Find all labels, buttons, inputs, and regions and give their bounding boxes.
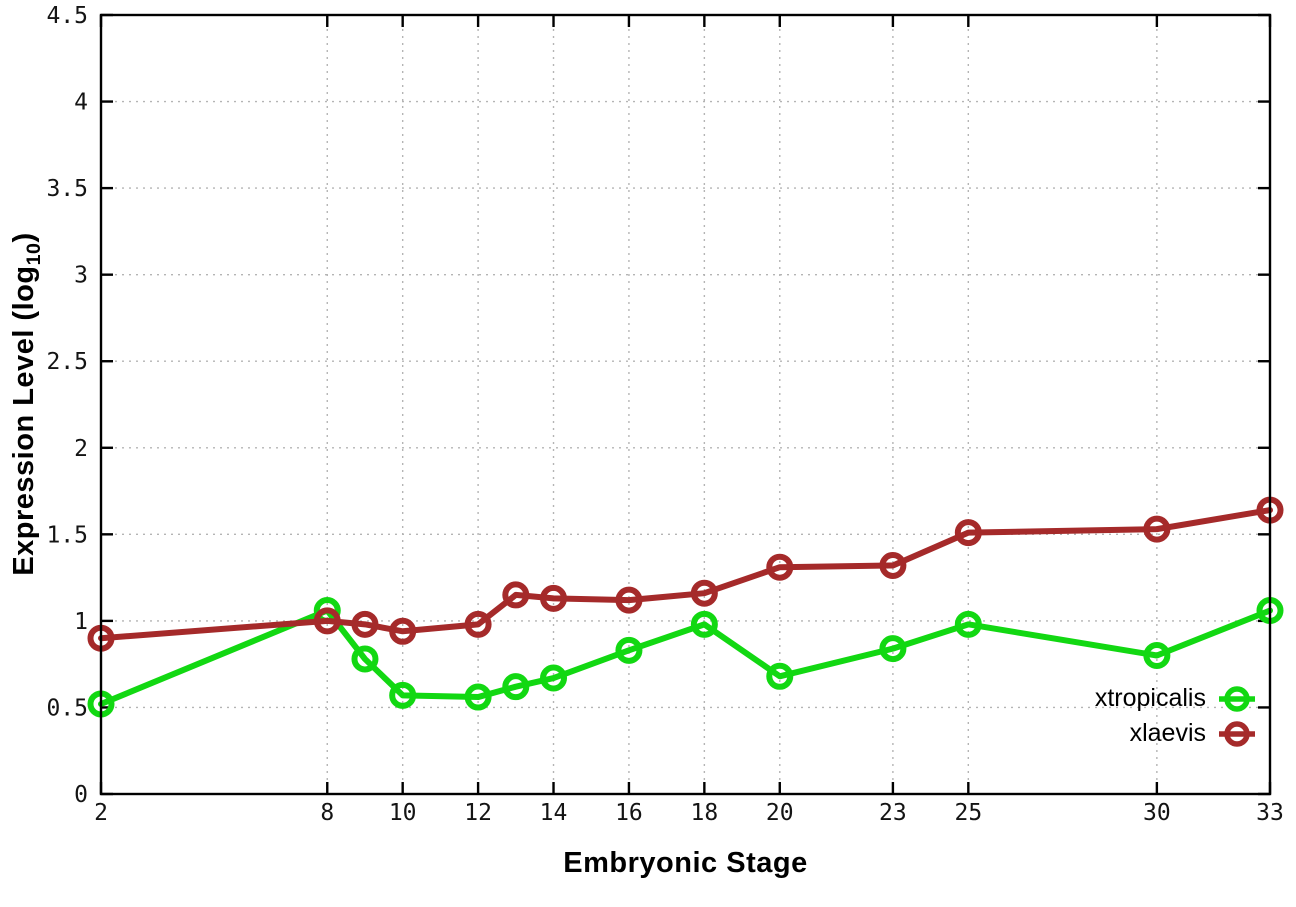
y-axis-title-suffix: ) (8, 232, 41, 243)
data-point-marker (313, 607, 341, 635)
legend-item-xtropicalis: xtropicalis (1095, 681, 1258, 716)
x-tick-label: 33 (1256, 800, 1284, 826)
tick-marks (99, 13, 1272, 796)
data-point-marker (464, 683, 492, 711)
y-tick-label: 3.5 (46, 176, 88, 202)
data-point-marker (766, 553, 794, 581)
y-tick-label: 4.5 (46, 3, 88, 29)
x-tick-label: 2 (94, 800, 108, 826)
data-point-marker (879, 551, 907, 579)
y-axis-title: Expression Level (log10) (8, 232, 46, 575)
x-tick-label: 23 (879, 800, 907, 826)
legend-marker-xlaevis-icon (1219, 720, 1255, 747)
data-point-marker (502, 673, 530, 701)
data-point-marker (954, 610, 982, 638)
x-tick-label: 16 (615, 800, 643, 826)
data-point-marker (502, 581, 530, 609)
series-xlaevis (87, 496, 1284, 652)
y-tick-label: 1 (74, 609, 88, 635)
data-point-marker (615, 636, 643, 664)
legend-item-xlaevis: xlaevis (1095, 716, 1258, 751)
y-tick-label: 2 (74, 436, 88, 462)
data-point-marker (389, 681, 417, 709)
x-tick-label: 8 (320, 800, 334, 826)
x-tick-label: 25 (954, 800, 982, 826)
y-tick-label: 3 (74, 263, 88, 289)
x-tick-label: 10 (389, 800, 417, 826)
tick-labels: 2 8 10 12 14 16 18 20 23 25 30 33 0 0.5 1 1.5 2 2.5 3 3.5 4 4… (46, 3, 1283, 826)
x-tick-label: 18 (691, 800, 719, 826)
legend-label-xtropicalis: xtropicalis (1094, 684, 1206, 712)
x-tick-label: 14 (540, 800, 568, 826)
legend-label-xlaevis: xlaevis (1129, 719, 1206, 747)
data-point-marker (690, 579, 718, 607)
y-axis-title-subscript: 10 (22, 242, 45, 266)
data-point-marker (389, 617, 417, 645)
data-point-marker (954, 519, 982, 547)
y-tick-label: 0 (74, 782, 88, 808)
x-axis-title: Embryonic Stage (563, 847, 808, 879)
data-point-marker (690, 610, 718, 638)
data-point-marker (351, 645, 379, 673)
x-tick-label: 30 (1143, 800, 1171, 826)
plot-border (99, 13, 1272, 796)
legend: xtropicalis xlaevis (1095, 681, 1258, 751)
data-point-marker (766, 662, 794, 690)
data-point-marker (1143, 642, 1171, 670)
x-tick-label: 20 (766, 800, 794, 826)
data-point-marker (1143, 515, 1171, 543)
y-tick-label: 2.5 (46, 349, 88, 375)
x-tick-label: 12 (464, 800, 492, 826)
gridlines (100, 14, 1271, 795)
data-point-marker (351, 610, 379, 638)
data-point-marker (540, 584, 568, 612)
data-point-marker (540, 664, 568, 692)
y-tick-label: 4 (74, 90, 88, 116)
data-point-marker (615, 586, 643, 614)
legend-marker-xtropicalis-icon (1219, 685, 1255, 712)
series-line-xlaevis (98, 507, 1273, 642)
y-tick-label: 1.5 (46, 522, 88, 548)
y-tick-label: 0.5 (46, 695, 88, 721)
data-point-marker (464, 610, 492, 638)
data-point-marker (879, 635, 907, 663)
y-axis-title-text: Expression Level (log (8, 265, 41, 576)
